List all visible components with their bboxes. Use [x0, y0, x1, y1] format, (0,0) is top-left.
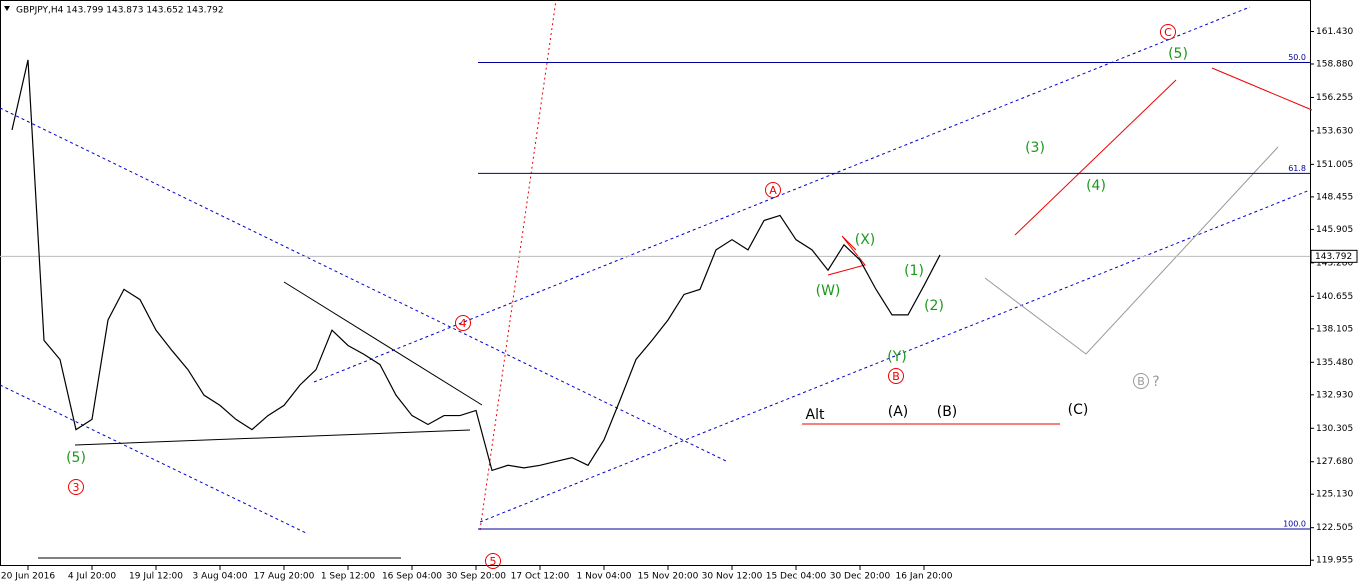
annotation: (Y) [887, 349, 906, 365]
last-price-box [1310, 249, 1358, 263]
x-tick-label: 1 Nov 04:00 [577, 572, 632, 582]
annotation: (1) [904, 263, 924, 279]
x-tick-label: 16 Sep 04:00 [382, 572, 442, 582]
y-tick-label: 138.105 [1316, 324, 1353, 334]
y-tick-label: 125.130 [1316, 490, 1353, 500]
annotation: 5 [490, 555, 497, 568]
x-tick-label: 30 Sep 20:00 [446, 572, 506, 582]
annotation-circle [1133, 373, 1149, 389]
x-tick-label: 30 Dec 20:00 [830, 572, 891, 582]
projection [1014, 79, 1177, 236]
x-tick-label: 19 Jul 12:00 [129, 572, 183, 582]
x-tick-label: 1 Sep 12:00 [321, 572, 376, 582]
y-tick-label: 122.505 [1316, 523, 1353, 533]
plot-area [0, 0, 1311, 566]
projection [1211, 67, 1313, 111]
annotation: B [1137, 375, 1145, 388]
y-tick-label: 161.430 [1316, 27, 1353, 37]
annotation: (C) [1068, 402, 1089, 418]
fib-label: 61.8 [1288, 164, 1306, 173]
y-tick-label: 148.455 [1316, 192, 1353, 202]
annotation: A [769, 184, 777, 197]
annotation: (W) [816, 283, 841, 299]
x-tick-label: 17 Oct 12:00 [511, 572, 570, 582]
annotation: Alt [806, 407, 825, 423]
annotation: (B) [937, 404, 958, 420]
x-tick-label: 20 Jun 2016 [1, 572, 55, 582]
x-tick-label: 4 Jul 20:00 [68, 572, 117, 582]
annotation: ? [1152, 374, 1159, 390]
x-tick-label: 16 Jan 20:00 [896, 572, 953, 582]
annotation: (5) [66, 450, 86, 466]
annotation: (3) [1025, 140, 1045, 156]
annotation: B [892, 370, 900, 383]
y-tick-label: 127.680 [1316, 457, 1353, 467]
annotation: (4) [1086, 178, 1106, 194]
x-tick-label: 3 Aug 04:00 [193, 572, 248, 582]
x-tick-label: 15 Nov 20:00 [638, 572, 699, 582]
trendline [283, 281, 483, 406]
y-tick-label: 135.480 [1316, 358, 1353, 368]
y-tick-label: 158.880 [1316, 59, 1353, 69]
trendline [74, 429, 471, 446]
last-price-label: 143.792 [1315, 252, 1352, 262]
annotation: (X) [855, 232, 876, 248]
annotation-circle [1160, 24, 1176, 40]
channel-line [479, 189, 1311, 523]
menu-icon[interactable] [4, 6, 10, 11]
y-tick-label: 132.930 [1316, 390, 1353, 400]
annotation-circle [485, 553, 501, 569]
y-tick-label: 145.905 [1316, 225, 1353, 235]
price-line [11, 59, 941, 472]
annotation-circle [765, 182, 781, 198]
annotation-circle [888, 368, 904, 384]
fib-label: 100.0 [1283, 520, 1306, 529]
fib-label: 50.0 [1288, 53, 1306, 62]
y-tick-label: 153.630 [1316, 126, 1353, 136]
y-tick-label: 143.280 [1316, 258, 1353, 268]
channel-line [0, 107, 727, 462]
annotation: (A) [888, 404, 909, 420]
y-tick-label: 151.005 [1316, 160, 1353, 170]
y-tick-label: 130.305 [1316, 424, 1353, 434]
y-tick-label: 140.655 [1316, 292, 1353, 302]
y-tick-label: 156.255 [1316, 93, 1353, 103]
annotation-circle [68, 479, 84, 495]
x-tick-label: 17 Aug 20:00 [254, 572, 315, 582]
projection [984, 146, 1279, 355]
x-tick-label: 30 Nov 12:00 [702, 572, 763, 582]
annotation: 4 [460, 317, 467, 330]
annotation: C [1164, 26, 1172, 39]
annotation: (5) [1168, 46, 1188, 62]
y-tick-label: 119.955 [1316, 556, 1353, 566]
annotation: 3 [73, 481, 80, 494]
x-tick-label: 15 Dec 04:00 [766, 572, 827, 582]
annotation: (2) [924, 298, 944, 314]
channel-line [0, 384, 307, 534]
annotation-circle [455, 315, 471, 331]
time-line [479, 0, 557, 531]
chart-title: GBPJPY,H4 143.799 143.873 143.652 143.79… [16, 6, 224, 16]
triangle [827, 235, 866, 276]
